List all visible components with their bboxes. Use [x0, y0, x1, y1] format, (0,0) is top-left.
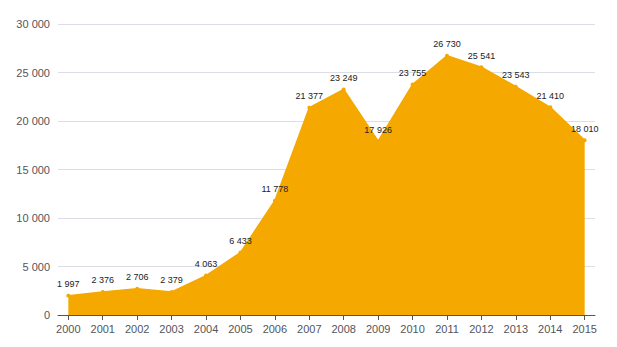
svg-text:2002: 2002 — [125, 323, 149, 335]
svg-text:0: 0 — [44, 309, 50, 321]
svg-text:2012: 2012 — [469, 323, 493, 335]
svg-text:4 063: 4 063 — [195, 259, 218, 269]
svg-text:2007: 2007 — [297, 323, 321, 335]
svg-text:11 778: 11 778 — [261, 184, 288, 194]
svg-text:26 730: 26 730 — [433, 39, 461, 49]
svg-text:2001: 2001 — [91, 323, 115, 335]
svg-text:23 755: 23 755 — [399, 68, 427, 78]
svg-text:20 000: 20 000 — [16, 115, 50, 127]
svg-text:21 410: 21 410 — [536, 91, 564, 101]
svg-text:2013: 2013 — [504, 323, 528, 335]
svg-text:2015: 2015 — [572, 323, 596, 335]
svg-text:30 000: 30 000 — [16, 18, 50, 30]
svg-text:2 376: 2 376 — [91, 275, 114, 285]
svg-text:21 377: 21 377 — [296, 91, 324, 101]
svg-text:18 010: 18 010 — [571, 124, 599, 134]
svg-text:5 000: 5 000 — [22, 261, 50, 273]
svg-text:2008: 2008 — [331, 323, 355, 335]
svg-text:2 379: 2 379 — [160, 275, 183, 285]
svg-text:2004: 2004 — [194, 323, 218, 335]
svg-text:23 543: 23 543 — [502, 70, 530, 80]
svg-text:15 000: 15 000 — [16, 164, 50, 176]
svg-text:10 000: 10 000 — [16, 212, 50, 224]
svg-text:25 541: 25 541 — [468, 51, 496, 61]
svg-text:2006: 2006 — [263, 323, 287, 335]
svg-text:2 706: 2 706 — [126, 272, 149, 282]
svg-text:6 433: 6 433 — [229, 236, 252, 246]
svg-text:25 000: 25 000 — [16, 67, 50, 79]
svg-text:2000: 2000 — [56, 323, 80, 335]
svg-text:23 249: 23 249 — [330, 73, 358, 83]
svg-text:2005: 2005 — [228, 323, 252, 335]
svg-text:17 926: 17 926 — [364, 125, 392, 135]
svg-text:2009: 2009 — [366, 323, 390, 335]
svg-text:2014: 2014 — [538, 323, 562, 335]
svg-text:1 997: 1 997 — [57, 279, 80, 289]
svg-text:2003: 2003 — [159, 323, 183, 335]
svg-text:2011: 2011 — [435, 323, 459, 335]
svg-text:2010: 2010 — [400, 323, 424, 335]
